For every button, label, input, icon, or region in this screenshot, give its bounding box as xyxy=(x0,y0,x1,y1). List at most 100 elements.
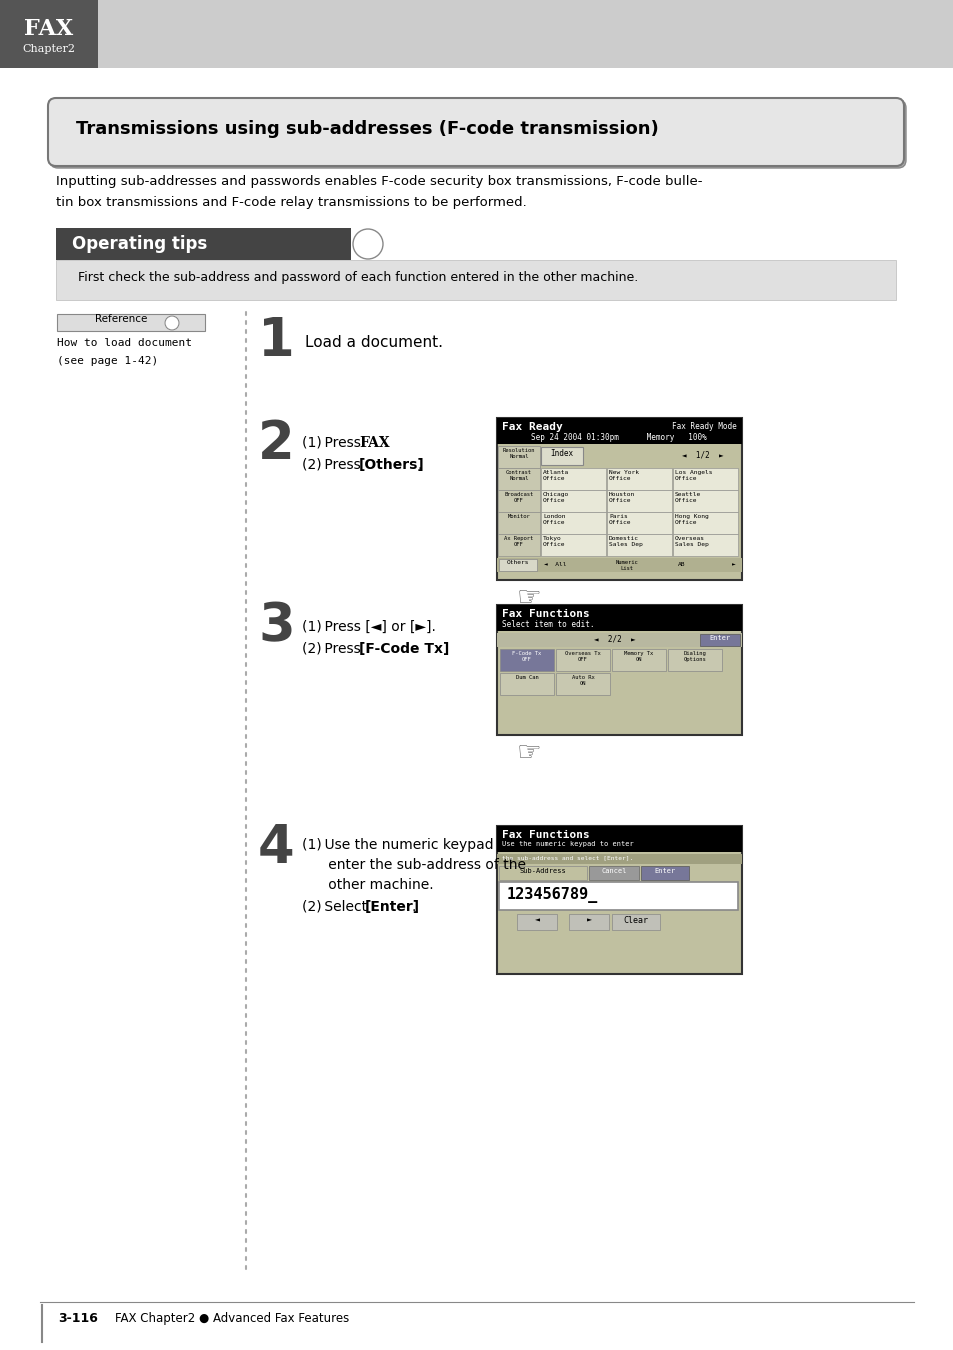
FancyBboxPatch shape xyxy=(540,512,605,535)
Text: ◄  All: ◄ All xyxy=(543,562,566,567)
Text: Tokyo
Office: Tokyo Office xyxy=(542,536,565,547)
FancyBboxPatch shape xyxy=(497,418,741,580)
FancyBboxPatch shape xyxy=(517,914,557,930)
Text: ◄  1/2  ►: ◄ 1/2 ► xyxy=(681,450,723,459)
FancyBboxPatch shape xyxy=(588,865,639,880)
FancyBboxPatch shape xyxy=(556,674,609,695)
Text: AB: AB xyxy=(678,562,685,567)
Text: 3-116: 3-116 xyxy=(58,1312,98,1324)
Text: FAX: FAX xyxy=(358,436,389,450)
Text: (2) Press: (2) Press xyxy=(302,458,365,472)
Text: .: . xyxy=(412,900,416,914)
FancyBboxPatch shape xyxy=(498,882,738,910)
Text: enter the sub-address of the: enter the sub-address of the xyxy=(302,859,525,872)
Text: FAX: FAX xyxy=(25,18,73,40)
FancyBboxPatch shape xyxy=(540,468,605,490)
FancyBboxPatch shape xyxy=(540,490,605,512)
Text: Monitor: Monitor xyxy=(507,514,530,518)
Text: New York
Office: New York Office xyxy=(608,470,639,481)
Text: [Others]: [Others] xyxy=(358,458,424,472)
Text: F-Code Tx
OFF: F-Code Tx OFF xyxy=(512,651,541,661)
Text: Operating tips: Operating tips xyxy=(71,235,207,252)
Text: Contrast
Normal: Contrast Normal xyxy=(505,470,532,481)
FancyBboxPatch shape xyxy=(606,490,671,512)
Text: 3: 3 xyxy=(257,599,294,652)
Text: 2: 2 xyxy=(257,418,294,470)
Text: Seattle
Office: Seattle Office xyxy=(675,491,700,502)
Text: Others: Others xyxy=(506,560,529,566)
Text: 4: 4 xyxy=(257,822,294,873)
Text: Los Angels
Office: Los Angels Office xyxy=(675,470,712,481)
Text: Broadcast
OFF: Broadcast OFF xyxy=(504,491,533,502)
Text: ◄: ◄ xyxy=(534,917,539,925)
Text: Memory Tx
ON: Memory Tx ON xyxy=(623,651,653,661)
Text: Fax Ready Mode: Fax Ready Mode xyxy=(672,423,737,431)
Text: Enter: Enter xyxy=(709,634,730,641)
FancyBboxPatch shape xyxy=(667,649,721,671)
Text: (1) Use the numeric keypad to: (1) Use the numeric keypad to xyxy=(302,838,512,852)
Text: Chapter2: Chapter2 xyxy=(23,45,75,54)
Text: Houston
Office: Houston Office xyxy=(608,491,635,502)
Text: Inputting sub-addresses and passwords enables F-code security box transmissions,: Inputting sub-addresses and passwords en… xyxy=(56,176,701,188)
Text: Cancel: Cancel xyxy=(600,868,626,873)
Text: [F-Code Tx]: [F-Code Tx] xyxy=(358,643,449,656)
Text: other machine.: other machine. xyxy=(302,878,434,892)
Text: Dialing
Options: Dialing Options xyxy=(683,651,705,661)
FancyBboxPatch shape xyxy=(497,855,741,864)
FancyBboxPatch shape xyxy=(606,468,671,490)
Text: FAX Chapter2 ● Advanced Fax Features: FAX Chapter2 ● Advanced Fax Features xyxy=(115,1312,349,1324)
Text: Sub-Address: Sub-Address xyxy=(519,868,566,873)
Text: Resolution
Normal: Resolution Normal xyxy=(502,448,535,459)
Text: (2) Select: (2) Select xyxy=(302,900,371,914)
Text: .: . xyxy=(444,643,449,656)
Text: London
Office: London Office xyxy=(542,514,565,525)
Text: Domestic
Sales Dep: Domestic Sales Dep xyxy=(608,536,642,547)
Text: Use the numeric keypad to enter: Use the numeric keypad to enter xyxy=(501,841,633,846)
Text: ☞: ☞ xyxy=(517,738,541,767)
Text: 123456789_: 123456789_ xyxy=(506,887,598,903)
Text: Auto Rx
ON: Auto Rx ON xyxy=(571,675,594,686)
FancyBboxPatch shape xyxy=(556,649,609,671)
FancyBboxPatch shape xyxy=(540,447,582,464)
FancyBboxPatch shape xyxy=(497,490,539,512)
FancyBboxPatch shape xyxy=(497,512,539,535)
Text: Enter: Enter xyxy=(654,868,675,873)
FancyBboxPatch shape xyxy=(497,605,741,630)
Text: Index: Index xyxy=(550,450,573,458)
Text: Overseas
Sales Dep: Overseas Sales Dep xyxy=(675,536,708,547)
Text: ►: ► xyxy=(586,917,591,925)
Circle shape xyxy=(353,230,382,259)
FancyBboxPatch shape xyxy=(56,261,895,300)
FancyBboxPatch shape xyxy=(497,826,741,852)
Circle shape xyxy=(165,316,179,329)
Text: Atlanta
Office: Atlanta Office xyxy=(542,470,569,481)
FancyBboxPatch shape xyxy=(498,865,586,880)
Text: Hong Kong
Office: Hong Kong Office xyxy=(675,514,708,525)
FancyBboxPatch shape xyxy=(672,468,738,490)
Text: Fax Functions: Fax Functions xyxy=(501,609,589,620)
FancyBboxPatch shape xyxy=(498,559,537,571)
FancyBboxPatch shape xyxy=(499,674,554,695)
FancyBboxPatch shape xyxy=(612,914,659,930)
FancyBboxPatch shape xyxy=(497,826,741,973)
Text: Chicago
Office: Chicago Office xyxy=(542,491,569,502)
FancyBboxPatch shape xyxy=(50,100,905,167)
Text: How to load document: How to load document xyxy=(57,338,192,348)
Text: Fax Functions: Fax Functions xyxy=(501,830,589,840)
FancyBboxPatch shape xyxy=(672,512,738,535)
Text: Reference: Reference xyxy=(95,315,147,324)
FancyBboxPatch shape xyxy=(497,558,741,572)
FancyBboxPatch shape xyxy=(497,446,539,468)
FancyBboxPatch shape xyxy=(48,99,903,166)
Text: ►: ► xyxy=(731,562,735,567)
FancyBboxPatch shape xyxy=(56,228,351,261)
FancyBboxPatch shape xyxy=(672,490,738,512)
Text: First check the sub-address and password of each function entered in the other m: First check the sub-address and password… xyxy=(70,271,638,285)
Text: Ax Report
OFF: Ax Report OFF xyxy=(504,536,533,547)
Text: .: . xyxy=(417,458,422,472)
FancyBboxPatch shape xyxy=(640,865,688,880)
Text: (1) Press: (1) Press xyxy=(302,436,365,450)
Text: (1) Press [◄] or [►].: (1) Press [◄] or [►]. xyxy=(302,620,436,634)
Text: Numeric
List: Numeric List xyxy=(615,560,638,571)
Text: Dum Can: Dum Can xyxy=(515,675,537,680)
